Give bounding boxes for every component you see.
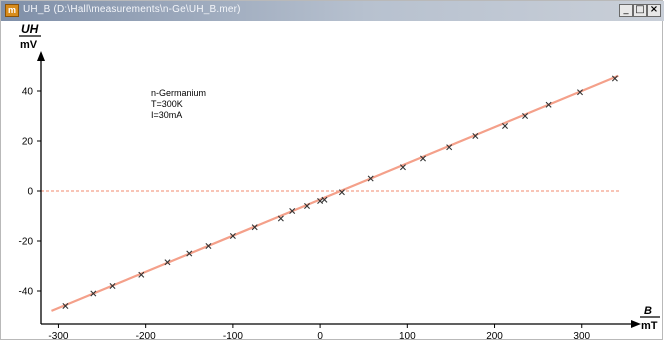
data-point bbox=[90, 290, 97, 297]
minimize-button[interactable]: _ bbox=[619, 4, 633, 17]
data-point bbox=[545, 101, 552, 108]
window-title: UH_B (D:\Hall\measurements\n-Ge\UH_B.mer… bbox=[23, 4, 241, 15]
y-axis-arrow bbox=[37, 51, 45, 61]
data-point bbox=[472, 133, 479, 139]
data-point bbox=[164, 259, 171, 266]
x-axis-label-unit: mT bbox=[641, 320, 658, 332]
y-axis-label-symbol: UH bbox=[21, 22, 39, 36]
data-point bbox=[251, 224, 258, 231]
x-tick-label: -200 bbox=[136, 331, 156, 341]
fit-line bbox=[51, 74, 619, 312]
data-point bbox=[321, 196, 328, 203]
close-button[interactable]: × bbox=[647, 4, 661, 17]
data-point bbox=[289, 208, 296, 214]
x-tick-label: 300 bbox=[573, 331, 590, 341]
y-tick-label: -20 bbox=[19, 237, 34, 248]
data-point-stroke bbox=[611, 75, 618, 82]
data-point bbox=[399, 164, 406, 171]
data-point bbox=[186, 250, 193, 257]
data-point-stroke bbox=[186, 250, 193, 257]
data-point bbox=[109, 283, 116, 289]
data-point bbox=[338, 189, 345, 196]
x-tick-label: -300 bbox=[48, 331, 68, 341]
data-point-stroke bbox=[338, 189, 345, 196]
annotation-line-material: n-Germanium bbox=[151, 88, 206, 98]
data-point-stroke bbox=[164, 259, 171, 266]
data-point-stroke bbox=[472, 133, 479, 139]
data-point-stroke bbox=[289, 208, 296, 214]
data-point bbox=[62, 303, 69, 309]
data-point-stroke bbox=[502, 123, 508, 129]
chart-plot-area: UH mV B mT n-Germanium T=300K I=30mA -30… bbox=[19, 22, 660, 342]
data-point bbox=[446, 144, 453, 151]
data-point-stroke bbox=[62, 303, 69, 309]
minimize-icon: _ bbox=[623, 4, 629, 15]
x-axis-label-symbol: B bbox=[644, 305, 652, 317]
chart-annotation: n-Germanium T=300K I=30mA bbox=[151, 88, 206, 120]
maximize-icon: □ bbox=[635, 4, 645, 15]
data-point bbox=[229, 233, 236, 239]
data-point-stroke bbox=[304, 203, 311, 209]
data-point-stroke bbox=[399, 164, 406, 171]
data-point-stroke bbox=[545, 101, 552, 108]
data-point-stroke bbox=[109, 283, 116, 289]
data-point bbox=[205, 243, 212, 249]
maximize-button[interactable]: □ bbox=[633, 4, 647, 17]
y-axis-label-unit: mV bbox=[20, 39, 38, 51]
data-point-stroke bbox=[229, 233, 236, 239]
x-axis-arrow bbox=[631, 320, 641, 328]
y-tick-label: -40 bbox=[19, 287, 34, 298]
app-icon: m bbox=[5, 4, 19, 17]
data-point-stroke bbox=[577, 89, 583, 96]
data-point-stroke bbox=[367, 175, 374, 182]
data-point-stroke bbox=[446, 144, 453, 151]
data-point-stroke bbox=[90, 290, 97, 297]
data-point bbox=[522, 113, 529, 119]
data-markers bbox=[62, 75, 618, 309]
y-tick-label: 0 bbox=[27, 187, 33, 198]
data-point bbox=[577, 89, 583, 96]
data-point bbox=[420, 155, 427, 162]
y-tick-label: 40 bbox=[22, 87, 34, 98]
x-tick-label: 0 bbox=[317, 331, 323, 341]
data-point-stroke bbox=[251, 224, 258, 231]
data-point-stroke bbox=[317, 198, 324, 204]
data-point bbox=[611, 75, 618, 82]
annotation-line-current: I=30mA bbox=[151, 110, 182, 120]
data-point-stroke bbox=[420, 155, 427, 162]
close-icon: × bbox=[649, 4, 659, 15]
data-point-stroke bbox=[321, 196, 328, 203]
x-tick-label: 200 bbox=[486, 331, 503, 341]
y-tick-label: 20 bbox=[22, 137, 34, 148]
annotation-line-temperature: T=300K bbox=[151, 99, 183, 109]
data-point bbox=[304, 203, 311, 209]
x-tick-label: -100 bbox=[223, 331, 243, 341]
title-bar[interactable]: m UH_B (D:\Hall\measurements\n-Ge\UH_B.m… bbox=[1, 1, 664, 21]
data-point bbox=[502, 123, 508, 129]
data-point bbox=[277, 215, 284, 222]
data-point bbox=[317, 198, 324, 204]
data-point-stroke bbox=[522, 113, 529, 119]
data-point-stroke bbox=[277, 215, 284, 222]
data-point-stroke bbox=[205, 243, 212, 249]
data-point bbox=[367, 175, 374, 182]
data-point bbox=[138, 271, 145, 278]
x-tick-label: 100 bbox=[399, 331, 416, 341]
data-point-stroke bbox=[138, 271, 145, 278]
